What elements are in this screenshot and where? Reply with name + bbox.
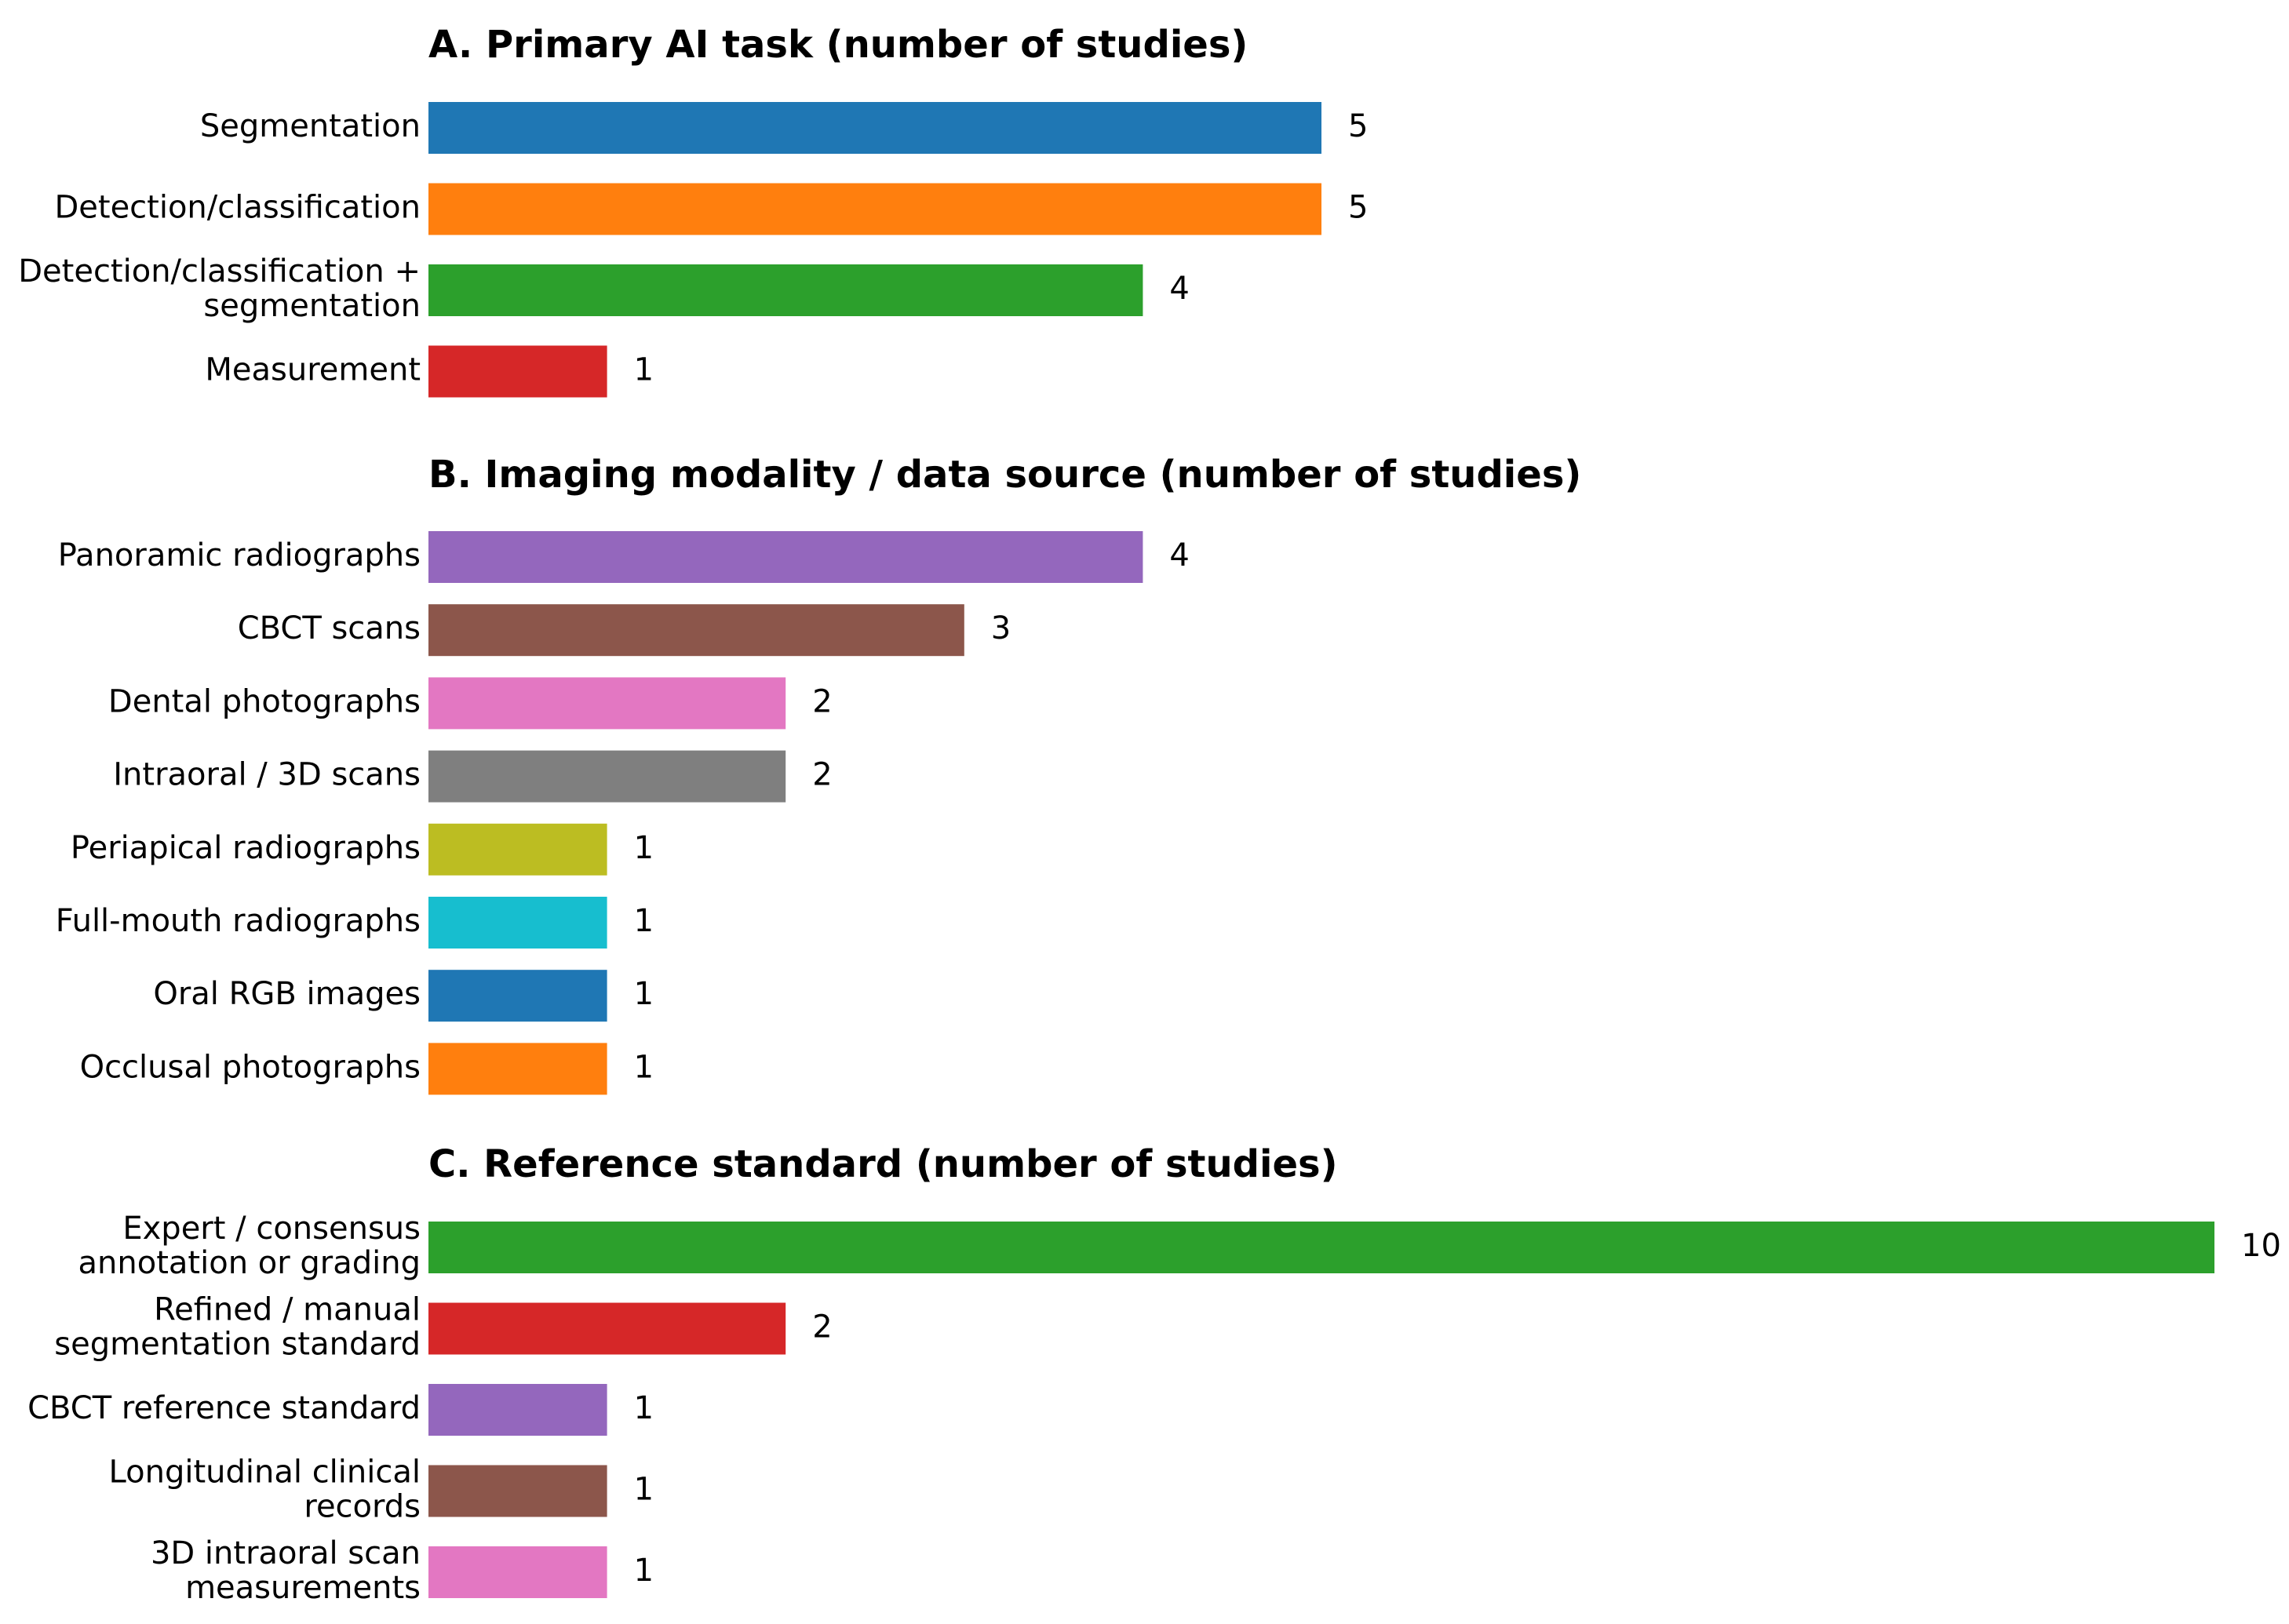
bar — [428, 1222, 2214, 1273]
data-label: 2 — [812, 1309, 832, 1345]
chart-panel-2: B. Imaging modality / data source (numbe… — [56, 453, 1581, 1095]
bar — [428, 183, 1321, 235]
data-label: 1 — [634, 830, 654, 866]
data-label: 1 — [634, 903, 654, 939]
bar — [428, 102, 1321, 154]
category-label: Occlusal photographs — [80, 1049, 421, 1085]
data-label: 1 — [634, 1049, 654, 1085]
category-label: Full-mouth radiographs — [56, 903, 421, 939]
data-label: 10 — [2241, 1228, 2281, 1264]
data-label: 3 — [991, 610, 1011, 646]
category-label: Detection/classification — [54, 190, 421, 226]
category-label: Dental photographs — [108, 683, 421, 719]
bar — [428, 1302, 786, 1355]
data-label: 4 — [1169, 537, 1189, 573]
data-label: 2 — [812, 683, 832, 719]
category-label: Longitudinal clinical records — [109, 1455, 421, 1525]
category-label: CBCT scans — [238, 610, 421, 646]
bar — [428, 264, 1143, 316]
bar — [428, 897, 607, 949]
data-label: 1 — [634, 1553, 654, 1589]
category-label: Intraoral / 3D scans — [113, 757, 421, 793]
category-label: 3D intraoral scan measurements — [151, 1535, 421, 1606]
chart-title: B. Imaging modality / data source (numbe… — [428, 453, 1581, 497]
bar — [428, 531, 1143, 583]
bar — [428, 823, 607, 876]
data-label: 1 — [634, 976, 654, 1012]
data-label: 5 — [1348, 108, 1368, 144]
chart-panel-3: C. Reference standard (number of studies… — [27, 1142, 2281, 1606]
category-label: CBCT reference standard — [27, 1390, 421, 1426]
data-label: 5 — [1348, 190, 1368, 226]
chart-panel-1: A. Primary AI task (number of studies) Se… — [18, 23, 1368, 398]
chart-title: C. Reference standard (number of studies… — [428, 1142, 1338, 1186]
category-label: Refined / manual segmentation standard — [54, 1292, 421, 1363]
bar — [428, 1384, 607, 1436]
category-label: Segmentation — [200, 108, 421, 144]
data-label: 4 — [1169, 271, 1189, 307]
category-label: Detection/classification + segmentation — [18, 253, 421, 324]
category-label: Expert / consensus annotation or grading — [78, 1211, 421, 1281]
category-label: Panoramic radiographs — [58, 537, 421, 573]
data-label: 1 — [634, 1472, 654, 1508]
data-label: 1 — [634, 352, 654, 388]
bar — [428, 1546, 607, 1598]
data-label: 1 — [634, 1390, 654, 1426]
bar — [428, 750, 786, 803]
data-label: 2 — [812, 757, 832, 793]
category-label: Measurement — [205, 352, 421, 388]
bar — [428, 604, 964, 657]
bar — [428, 1465, 607, 1517]
bar — [428, 1043, 607, 1095]
bar — [428, 970, 607, 1022]
bar — [428, 677, 786, 730]
chart-title: A. Primary AI task (number of studies) — [428, 23, 1248, 67]
category-label: Periapical radiographs — [71, 830, 421, 866]
bar — [428, 345, 607, 398]
category-label: Oral RGB images — [153, 976, 421, 1012]
